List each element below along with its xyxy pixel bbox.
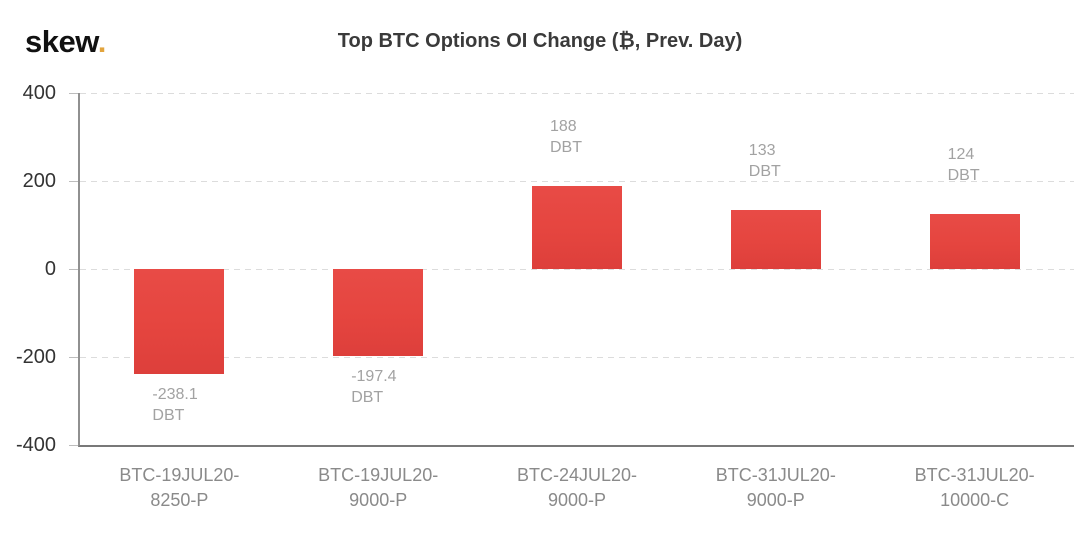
skew-logo[interactable]: skew. — [25, 24, 106, 60]
bar-value-label: 133 DBT — [749, 140, 879, 182]
y-axis-tick — [69, 268, 78, 270]
chart-title: Top BTC Options OI Change (₿, Prev. Day) — [337, 30, 743, 52]
x-axis-label: BTC-19JUL20- 8250-P — [80, 463, 279, 513]
bar-value-text: 124 — [947, 146, 975, 164]
bar-value-text: 133 — [748, 142, 776, 160]
bar-value-text: -197.4 — [351, 367, 397, 385]
x-axis-label: BTC-24JUL20- 9000-P — [478, 463, 677, 513]
gridline — [80, 356, 1074, 358]
bar-unit-text: DBT — [351, 388, 384, 406]
x-axis-label: BTC-31JUL20- 10000-C — [875, 463, 1074, 513]
x-axis-label-line2: 9000-P — [746, 490, 805, 510]
x-axis-label-line2: 9000-P — [547, 490, 607, 510]
gridline — [80, 268, 1074, 270]
plot-area: 400 200 0 -200 -400 -238.1 DBT BTC-19JUL20- 8250… — [16, 82, 1074, 510]
bar-value-label: -197.4 DBT — [351, 366, 481, 408]
logo-text: skew — [25, 24, 98, 59]
bar-unit-text: DBT — [748, 163, 781, 181]
x-axis-label-line2: 8250-P — [150, 490, 209, 510]
logo-dot: . — [97, 24, 107, 59]
bar-unit-text: DBT — [550, 139, 582, 157]
bar-value-label: 188 DBT — [550, 116, 680, 158]
x-axis-label-line1: BTC-31JUL20- — [715, 465, 836, 485]
bar-value-text: -238.1 — [152, 385, 198, 403]
y-axis-label: 0 — [44, 258, 56, 280]
y-axis-label: -400 — [15, 434, 56, 456]
gridline — [80, 92, 1074, 94]
bar-value-label: -238.1 DBT — [152, 384, 282, 426]
y-axis-label: -200 — [15, 346, 56, 368]
x-axis-label-line1: BTC-31JUL20- — [914, 465, 1035, 485]
x-axis-label: BTC-19JUL20- 9000-P — [279, 463, 478, 513]
bar-value-label: 124 DBT — [948, 144, 1078, 186]
bar[interactable] — [134, 269, 225, 374]
bar[interactable] — [532, 186, 622, 269]
bar-unit-text: DBT — [947, 167, 980, 185]
bar[interactable] — [730, 210, 821, 269]
y-axis-tick — [69, 356, 78, 358]
x-axis-label: BTC-31JUL20- 9000-P — [676, 463, 875, 513]
bar-unit-text: DBT — [152, 406, 185, 424]
y-axis-tick — [69, 92, 78, 94]
x-axis-label-line1: BTC-24JUL20- — [516, 465, 638, 485]
bar[interactable] — [929, 214, 1020, 269]
x-axis-label-line2: 10000-C — [940, 490, 1010, 510]
bar[interactable] — [333, 269, 424, 356]
bar-value-text: 188 — [550, 118, 577, 136]
y-axis-tick — [69, 444, 78, 446]
x-axis-label-line1: BTC-19JUL20- — [318, 465, 439, 485]
x-axis-label-line1: BTC-19JUL20- — [119, 465, 240, 485]
y-axis-tick — [69, 180, 78, 182]
y-axis-label: 400 — [22, 82, 56, 104]
y-axis-label: 200 — [22, 170, 56, 192]
x-axis-label-line2: 9000-P — [349, 490, 408, 510]
gridline — [80, 180, 1074, 182]
